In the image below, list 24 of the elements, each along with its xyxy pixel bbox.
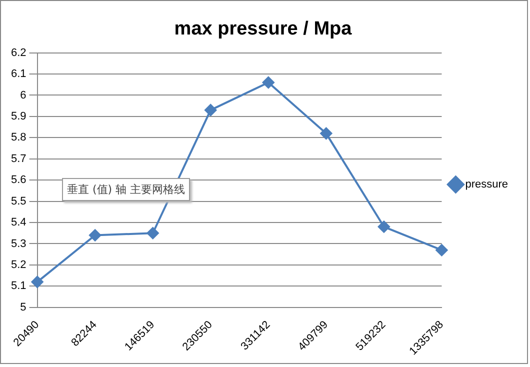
y-tick-label: 5.7 [10, 152, 26, 165]
point [262, 76, 274, 88]
annotation: 垂直 (值) 轴 主要网格线 [62, 178, 190, 201]
y-tick-label: 6.1 [10, 68, 26, 80]
y-tick-label: 6.2 [10, 46, 26, 59]
chart-title: max pressure / Mpa [174, 18, 352, 40]
point [31, 276, 44, 288]
y-tick-label: 5.5 [10, 195, 26, 208]
point [378, 220, 390, 233]
y-tick-label: 6 [20, 89, 26, 102]
point [89, 229, 102, 242]
y-tick-label: 5.9 [10, 110, 26, 122]
point [320, 127, 332, 140]
y-tick-label: 5.8 [10, 132, 26, 144]
point [436, 244, 448, 256]
y-tick-label: 5 [20, 301, 26, 314]
y-tick-label: 5.4 [10, 216, 26, 229]
legend-label: pressure [465, 178, 508, 191]
point [204, 104, 217, 116]
y-tick-label: 5.3 [10, 238, 26, 250]
y-tick-label: 5.6 [10, 174, 26, 186]
y-tick-label: 5.1 [10, 280, 26, 292]
y-tick-label: 5.2 [10, 258, 26, 271]
point [146, 227, 159, 240]
